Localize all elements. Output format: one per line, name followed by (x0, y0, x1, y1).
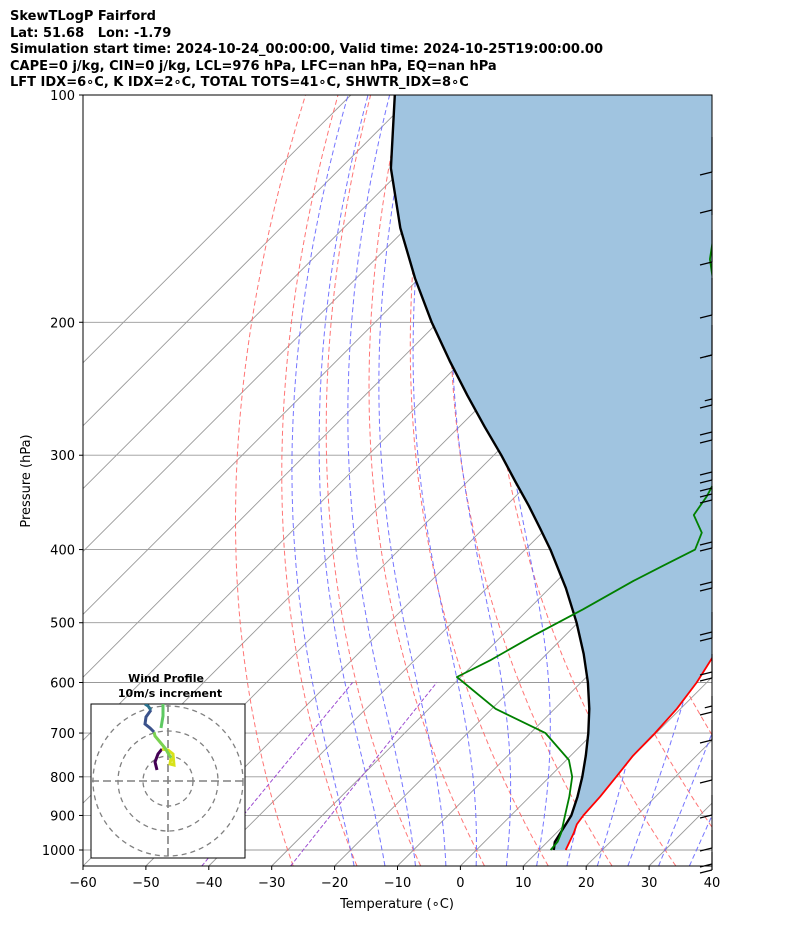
moist-adiabat (347, 95, 416, 866)
hodograph-inset: Wind Profile 10m/s increment (90, 672, 246, 859)
dry-adiabat (368, 95, 485, 866)
hodograph-trace-segment (143, 709, 156, 734)
y-tick-label: 100 (50, 89, 75, 104)
profile-lines (389, 95, 712, 851)
y-tick-label: 400 (50, 544, 75, 559)
mixing-ratio-line (290, 682, 438, 866)
moist-adiabat (412, 95, 477, 866)
title-times: Simulation start time: 2024-10-24_00:00:… (10, 42, 603, 57)
title-stability: CAPE=0 j/kg, CIN=0 j/kg, LCL=976 hPa, LF… (10, 58, 497, 74)
wind-barb-flag (699, 671, 713, 676)
wind-barb-flag (699, 479, 713, 484)
x-tick-label: 20 (578, 876, 595, 891)
isotherm-gridline (83, 95, 477, 490)
moist-adiabat (378, 95, 447, 866)
hodograph-trace-segment (152, 731, 173, 759)
wind-barb-flag (699, 631, 713, 636)
wind-barb-flag (699, 869, 713, 874)
x-tick-label: 10 (515, 876, 532, 891)
dry-adiabat (235, 95, 306, 866)
moist-adiabat (720, 95, 794, 866)
y-tick-label: 900 (50, 809, 75, 824)
dry-adiabat (409, 95, 549, 866)
title-station: SkewTLogP Fairford (10, 9, 156, 24)
hodograph-trace-segment (144, 704, 153, 711)
x-tick-label: −20 (321, 876, 348, 891)
wind-barb-flag (699, 487, 713, 492)
x-tick-label: −30 (258, 876, 285, 891)
isotherm-gridline (83, 95, 352, 364)
parcel-profile-line (389, 95, 591, 851)
y-tick-label: 200 (50, 316, 75, 331)
hodograph-trace-segment (159, 704, 165, 729)
x-tick-label: 40 (704, 876, 721, 891)
wind-barb-flag (699, 637, 713, 642)
wind-barb-flag (699, 814, 713, 819)
axis-ticks: −60 −50 −40 −30 −20 −10 0 10 20 30 40 100 200 300 400 5… (42, 89, 720, 891)
wind-barb-flag (699, 209, 713, 214)
moist-adiabat (291, 95, 355, 866)
moist-adiabat (658, 731, 712, 866)
y-tick-label: 800 (50, 771, 75, 786)
wind-barb-flag (699, 314, 713, 319)
x-axis-label: Temperature (∘C) (339, 897, 454, 912)
wind-barb-flag (699, 863, 713, 868)
y-axis-label: Pressure (hPa) (19, 434, 34, 527)
hodograph-title: Wind Profile (128, 672, 204, 685)
x-tick-label: 0 (456, 876, 464, 891)
isotherm-gridline (397, 550, 712, 866)
wind-barb-flag (699, 499, 713, 504)
wind-barb-flag (699, 779, 713, 784)
x-tick-label: −40 (195, 876, 222, 891)
y-tick-label: 700 (50, 727, 75, 742)
dry-adiabat (281, 95, 358, 866)
wind-barb-flag (704, 398, 713, 402)
wind-barb-flag (699, 677, 713, 682)
temperature-line (564, 656, 712, 851)
wind-barb-flag (699, 581, 713, 586)
wind-barb-flag (699, 171, 713, 176)
cape-fill (390, 95, 712, 850)
wind-barb-flag (699, 471, 713, 476)
dry-adiabat (762, 95, 794, 866)
wind-barb-flag (699, 739, 713, 744)
x-tick-label: −60 (69, 876, 96, 891)
hodograph-subtitle: 10m/s increment (118, 687, 222, 700)
title-location: Lat: 51.68 Lon: -1.79 (10, 25, 172, 41)
moist-adiabat (627, 95, 712, 866)
cape-fill-area (390, 95, 712, 850)
wind-barb-flag (704, 705, 713, 709)
x-tick-label: −50 (132, 876, 159, 891)
x-tick-label: 30 (641, 876, 658, 891)
wind-barb-flag (699, 431, 713, 436)
moist-adiabat (451, 95, 512, 866)
isotherm-gridline (83, 95, 415, 427)
y-tick-label: 300 (50, 449, 75, 464)
y-tick-label: 600 (50, 677, 75, 692)
y-tick-label: 500 (50, 617, 75, 632)
chart-title-block: SkewTLogP Fairford Lat: 51.68 Lon: -1.79… (10, 9, 603, 92)
title-indices: LFT IDX=6∘C, K IDX=2∘C, TOTAL TOTS=41∘C,… (10, 75, 469, 90)
dewpoint-line (456, 239, 712, 851)
wind-barb-flag (699, 439, 713, 444)
wind-barb-flag (699, 404, 713, 409)
x-tick-label: −10 (384, 876, 411, 891)
isotherm-gridline (334, 487, 712, 866)
dry-adiabat (325, 95, 422, 866)
wind-barb-flag (699, 547, 713, 552)
wind-barb-flag (699, 847, 713, 852)
dry-adiabat (729, 95, 794, 866)
wind-barb-flag (699, 261, 713, 266)
isotherm-gridline (711, 865, 712, 866)
wind-barb-flag (699, 493, 713, 498)
dry-adiabat (449, 95, 613, 866)
wind-barb-flag (704, 354, 713, 358)
wind-barb-flag (699, 587, 713, 592)
y-tick-label: 1000 (42, 844, 75, 859)
moist-adiabat (318, 95, 386, 866)
wind-barb-flag (699, 541, 713, 546)
hodograph-trace-segment (153, 748, 164, 771)
wind-barb-flag (699, 711, 713, 716)
